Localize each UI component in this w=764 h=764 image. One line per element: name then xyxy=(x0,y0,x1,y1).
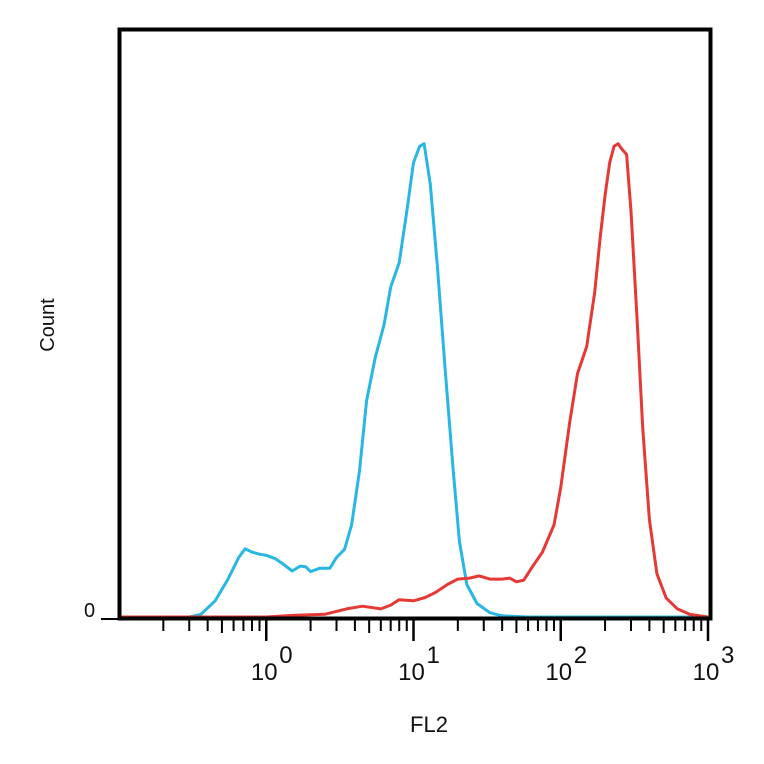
x-tick-exponent: 3 xyxy=(721,642,734,669)
x-tick-label: 10 xyxy=(693,659,720,686)
series-2-curve xyxy=(119,142,709,619)
x-tick-label: 10 xyxy=(545,659,572,686)
series-1-curve xyxy=(119,142,708,619)
x-tick-label: 10 xyxy=(398,659,425,686)
y-zero-label: 0 xyxy=(84,600,95,622)
plot-frame xyxy=(117,27,713,621)
y-axis-label: Count xyxy=(37,298,59,352)
x-axis-ticks xyxy=(162,619,710,641)
x-tick-label: 10 xyxy=(251,659,278,686)
x-tick-exponent: 1 xyxy=(427,642,440,669)
x-tick-exponent: 0 xyxy=(279,642,292,669)
x-axis-label: FL2 xyxy=(410,712,448,737)
histogram-curves xyxy=(119,142,709,619)
x-tick-exponent: 2 xyxy=(574,642,587,669)
